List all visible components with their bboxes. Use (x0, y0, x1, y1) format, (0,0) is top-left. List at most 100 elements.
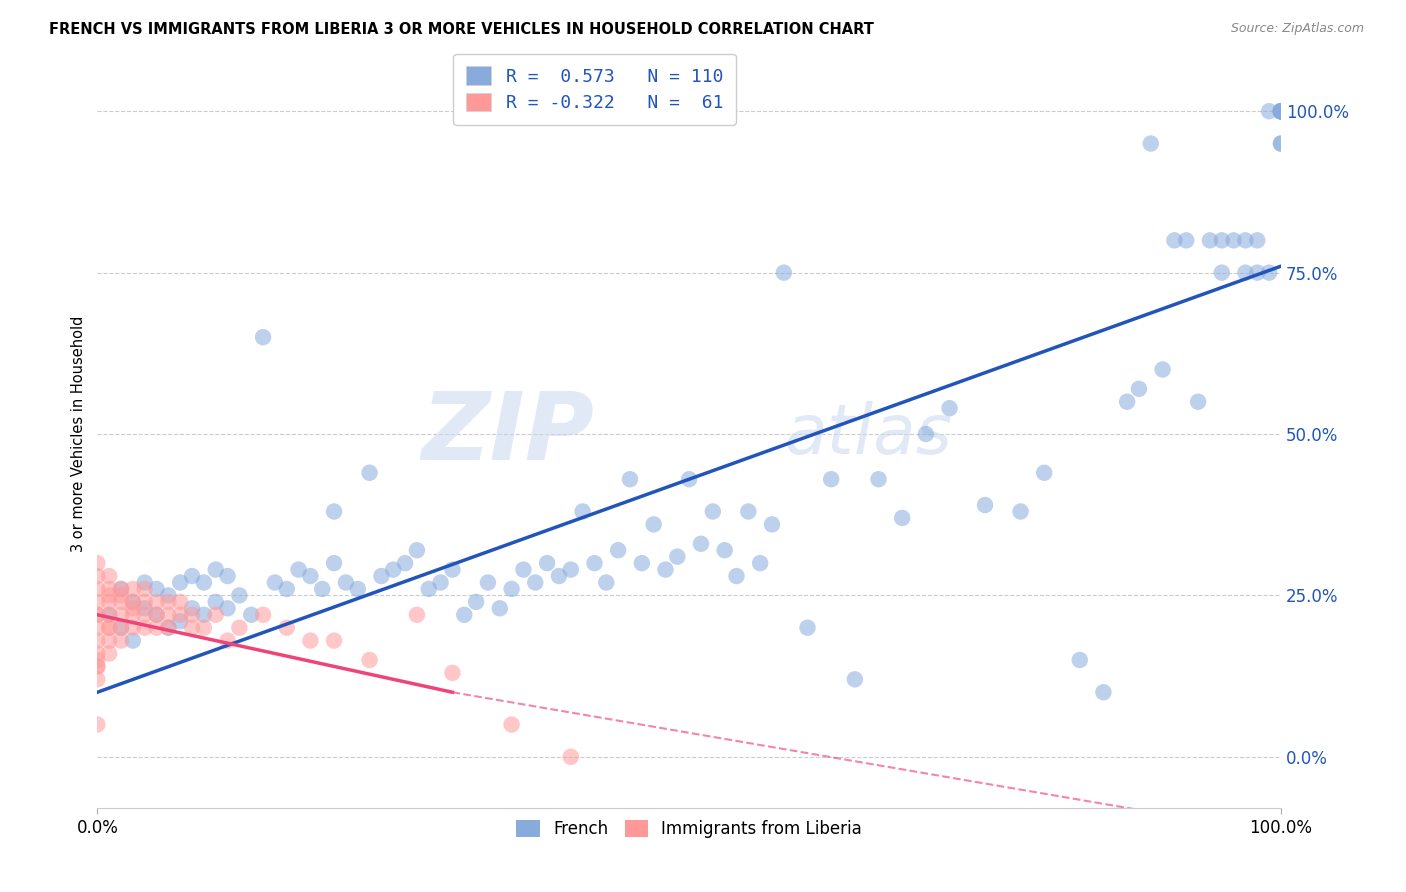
Point (643, 517, 665, 532)
Point (915, 427, 938, 442)
Point (86, 673, 108, 687)
Point (406, 607, 429, 622)
Point (157, 595, 180, 609)
Point (382, 563, 405, 577)
Point (110, 607, 132, 622)
Point (110, 582, 132, 596)
Point (868, 472, 890, 486)
Point (1128, 382, 1150, 396)
Point (359, 653, 381, 667)
Point (121, 601, 143, 615)
Point (134, 582, 156, 596)
Point (406, 543, 429, 558)
Point (98, 569, 121, 583)
Point (169, 595, 191, 609)
Point (121, 582, 143, 596)
Point (134, 601, 156, 615)
Text: atlas: atlas (783, 401, 952, 467)
Point (1270, 104, 1292, 119)
Point (974, 498, 997, 512)
Point (98, 621, 121, 635)
Point (1211, 233, 1233, 247)
Point (86, 607, 108, 622)
Point (501, 582, 523, 596)
Point (287, 563, 309, 577)
Point (98, 647, 121, 661)
Point (169, 614, 191, 628)
Point (441, 563, 464, 577)
Point (1258, 104, 1281, 119)
Point (217, 569, 239, 583)
Point (1116, 394, 1139, 409)
Point (86, 659, 108, 673)
Point (1092, 685, 1115, 699)
Point (98, 621, 121, 635)
Point (938, 401, 960, 416)
Point (1234, 233, 1257, 247)
Point (690, 537, 713, 551)
Point (157, 621, 180, 635)
Point (157, 607, 180, 622)
Legend: French, Immigrants from Liberia: French, Immigrants from Liberia (509, 814, 869, 845)
Point (86, 607, 108, 622)
Point (121, 595, 143, 609)
Point (560, 563, 582, 577)
Point (193, 575, 215, 590)
Point (477, 575, 499, 590)
Text: ZIP: ZIP (422, 388, 595, 480)
Point (134, 621, 156, 635)
Point (844, 673, 866, 687)
Point (86, 556, 108, 570)
Point (323, 504, 346, 518)
Point (228, 621, 250, 635)
Point (240, 607, 263, 622)
Point (98, 595, 121, 609)
Point (228, 589, 250, 603)
Point (1270, 104, 1292, 119)
Point (725, 569, 748, 583)
Point (335, 575, 357, 590)
Point (110, 621, 132, 635)
Point (1270, 104, 1292, 119)
Y-axis label: 3 or more Vehicles in Household: 3 or more Vehicles in Household (72, 316, 86, 552)
Point (181, 621, 204, 635)
Point (1163, 233, 1185, 247)
Point (98, 582, 121, 596)
Point (1270, 136, 1292, 151)
Point (98, 607, 121, 622)
Point (86, 595, 108, 609)
Point (501, 717, 523, 731)
Point (323, 633, 346, 648)
Point (181, 569, 204, 583)
Text: FRENCH VS IMMIGRANTS FROM LIBERIA 3 OR MORE VEHICLES IN HOUSEHOLD CORRELATION CH: FRENCH VS IMMIGRANTS FROM LIBERIA 3 OR M… (49, 22, 875, 37)
Point (359, 466, 381, 480)
Point (1069, 653, 1091, 667)
Point (820, 472, 842, 486)
Point (548, 569, 571, 583)
Point (1033, 466, 1056, 480)
Point (891, 511, 914, 525)
Point (110, 633, 132, 648)
Point (86, 621, 108, 635)
Point (1270, 104, 1292, 119)
Point (702, 504, 724, 518)
Point (1270, 104, 1292, 119)
Point (86, 647, 108, 661)
Point (264, 575, 287, 590)
Point (145, 595, 167, 609)
Point (110, 621, 132, 635)
Point (1222, 233, 1244, 247)
Point (157, 621, 180, 635)
Point (1152, 362, 1174, 376)
Point (145, 607, 167, 622)
Point (311, 582, 333, 596)
Point (796, 621, 818, 635)
Point (98, 607, 121, 622)
Point (1175, 233, 1198, 247)
Text: Source: ZipAtlas.com: Source: ZipAtlas.com (1230, 22, 1364, 36)
Point (1187, 394, 1209, 409)
Point (666, 549, 689, 564)
Point (110, 582, 132, 596)
Point (441, 665, 464, 680)
Point (595, 575, 617, 590)
